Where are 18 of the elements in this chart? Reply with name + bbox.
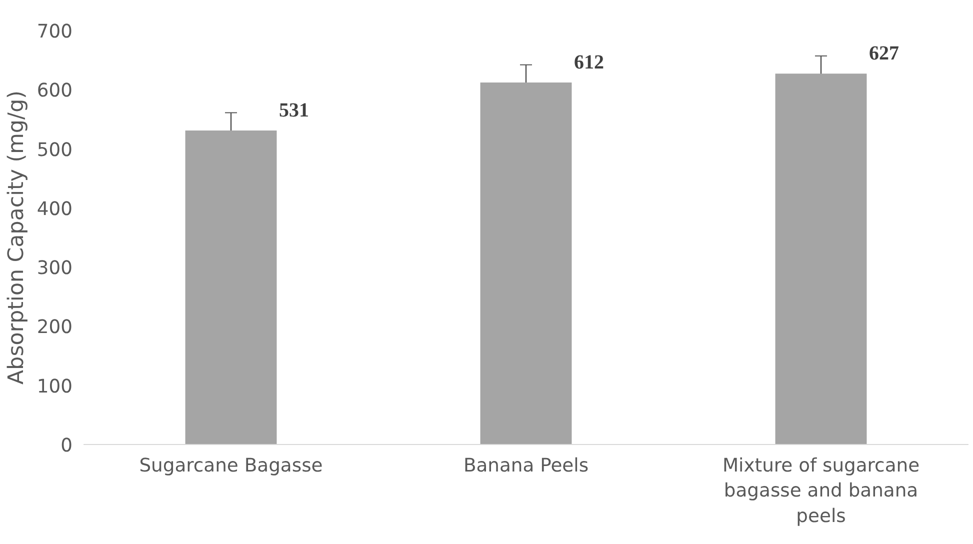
bar: [775, 74, 867, 444]
y-tick-label: 200: [36, 317, 72, 338]
y-axis-title: Absorption Capacity (mg/g): [4, 90, 29, 384]
x-tick-label: Sugarcane Bagasse: [139, 456, 323, 476]
bar: [185, 130, 277, 444]
y-tick-label: 100: [36, 376, 72, 398]
bar: [480, 82, 572, 444]
y-tick-label: 0: [60, 436, 73, 456]
y-tick-label: 400: [36, 198, 72, 220]
x-tick-label: Mixture of sugarcane bagasse and banana peels: [722, 456, 920, 527]
y-tick-label: 500: [36, 140, 72, 161]
x-tick-label: Banana Peels: [463, 456, 589, 476]
y-tick-label: 700: [36, 22, 72, 42]
data-label: 531: [279, 99, 309, 122]
data-label: 627: [869, 42, 899, 65]
y-tick-label: 600: [36, 80, 72, 102]
y-tick-label: 300: [36, 258, 72, 280]
data-label: 612: [574, 52, 604, 74]
